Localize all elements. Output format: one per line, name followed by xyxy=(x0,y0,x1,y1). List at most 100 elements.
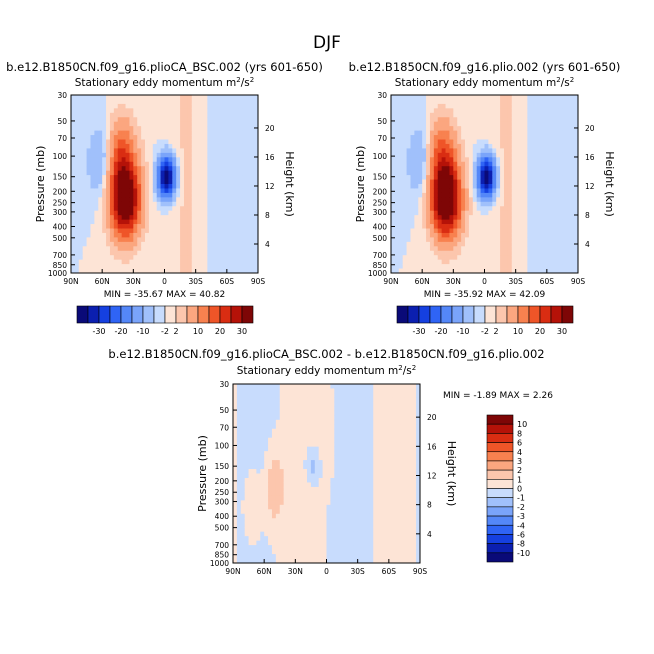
heatmap-cell xyxy=(133,166,138,172)
heatmap-cell xyxy=(172,228,177,234)
heatmap-cell xyxy=(275,419,281,425)
heatmap-cell xyxy=(558,241,563,247)
heatmap-cell xyxy=(106,188,111,194)
heatmap-cell xyxy=(141,192,146,198)
heatmap-cell xyxy=(426,117,431,123)
heatmap-cell xyxy=(71,170,76,176)
heatmap-cell xyxy=(433,126,439,131)
heatmap-cell xyxy=(250,103,255,109)
heatmap-cell xyxy=(248,558,253,564)
heatmap-cell xyxy=(230,192,236,198)
heatmap-cell xyxy=(437,157,443,163)
heatmap-cell xyxy=(398,224,404,229)
heatmap-cell xyxy=(422,103,427,109)
heatmap-cell xyxy=(275,477,281,483)
heatmap-cell xyxy=(256,540,261,546)
heatmap-cell xyxy=(480,201,485,207)
heatmap-cell xyxy=(566,219,571,225)
heatmap-cell xyxy=(465,161,470,167)
heatmap-cell xyxy=(268,518,273,524)
heatmap-cell xyxy=(465,250,470,256)
heatmap-cell xyxy=(314,433,320,439)
heatmap-cell xyxy=(492,135,497,140)
heatmap-cell xyxy=(391,192,396,198)
heatmap-cell xyxy=(523,224,528,229)
heatmap-cell xyxy=(275,433,281,439)
heatmap-cell xyxy=(535,250,540,256)
heatmap-cell xyxy=(148,135,154,140)
heatmap-cell xyxy=(74,201,80,207)
heatmap-cell xyxy=(199,255,204,261)
heatmap-cell xyxy=(215,179,220,185)
heatmap-cell xyxy=(550,210,556,216)
heatmap-cell xyxy=(102,152,107,158)
heatmap-cell xyxy=(203,192,208,198)
heatmap-cell xyxy=(457,192,462,198)
heatmap-cell xyxy=(271,549,277,555)
heatmap-cell xyxy=(539,197,544,203)
heatmap-cell xyxy=(535,143,540,149)
heatmap-cell xyxy=(422,135,427,140)
heatmap-cell xyxy=(527,112,532,118)
heatmap-cell xyxy=(98,135,103,140)
heatmap-cell xyxy=(252,540,257,546)
heatmap-cell xyxy=(222,175,228,180)
heatmap-cell xyxy=(283,509,288,515)
heatmap-cell xyxy=(554,215,559,220)
heatmap-cell xyxy=(539,170,544,176)
heatmap-cell xyxy=(98,255,103,261)
heatmap-cell xyxy=(535,130,540,136)
heatmap-cell xyxy=(283,531,288,537)
heatmap-cell xyxy=(109,197,115,203)
heatmap-cell xyxy=(461,121,466,127)
heatmap-cell xyxy=(554,268,559,274)
heatmap-cell xyxy=(437,166,443,172)
heatmap-cell xyxy=(279,433,285,439)
heatmap-cell xyxy=(511,241,517,247)
heatmap-cell xyxy=(453,232,458,238)
heatmap-cell xyxy=(279,437,285,443)
heatmap-cell xyxy=(433,143,439,149)
heatmap-cell xyxy=(418,170,423,176)
heatmap-cell xyxy=(468,232,474,238)
heatmap-cell xyxy=(406,259,411,265)
heatmap-cell xyxy=(113,237,119,243)
heatmap-cell xyxy=(307,406,312,412)
heatmap-cell xyxy=(299,473,304,479)
heatmap-cell xyxy=(180,184,185,189)
heatmap-cell xyxy=(472,157,478,163)
heatmap-cell xyxy=(176,237,181,243)
heatmap-cell xyxy=(113,259,119,265)
heatmap-cell xyxy=(523,250,528,256)
heatmap-cell xyxy=(472,121,478,127)
heatmap-cell xyxy=(160,228,165,234)
heatmap-cell xyxy=(172,170,177,176)
heatmap-cell xyxy=(414,188,419,194)
heatmap-cell xyxy=(215,117,220,123)
heatmap-cell xyxy=(326,460,331,465)
heatmap-cell xyxy=(240,397,246,403)
heatmap-cell xyxy=(539,250,544,256)
heatmap-cell xyxy=(180,224,185,229)
heatmap-cell xyxy=(113,148,119,154)
heatmap-cell xyxy=(503,250,509,256)
heatmap-cell xyxy=(268,442,273,448)
heatmap-cell xyxy=(233,410,238,416)
heatmap-cell xyxy=(426,95,431,100)
chart-panel-2: b.e12.B1850CN.f09_g16.plio.002 (yrs 601-… xyxy=(349,60,621,336)
heatmap-cell xyxy=(230,103,236,109)
heatmap-cell xyxy=(180,130,185,136)
heatmap-cell xyxy=(125,170,130,176)
heatmap-cell xyxy=(252,437,257,443)
heatmap-cell xyxy=(476,250,482,256)
heatmap-cell xyxy=(283,545,288,550)
heatmap-cell xyxy=(254,143,259,149)
heatmap-cell xyxy=(71,161,76,167)
heatmap-cell xyxy=(488,264,493,269)
heatmap-cell xyxy=(176,108,181,114)
heatmap-cell xyxy=(98,192,103,198)
heatmap-cell xyxy=(226,166,232,172)
heatmap-cell xyxy=(246,166,251,172)
heatmap-cell xyxy=(121,255,126,261)
heatmap-cell xyxy=(461,224,466,229)
